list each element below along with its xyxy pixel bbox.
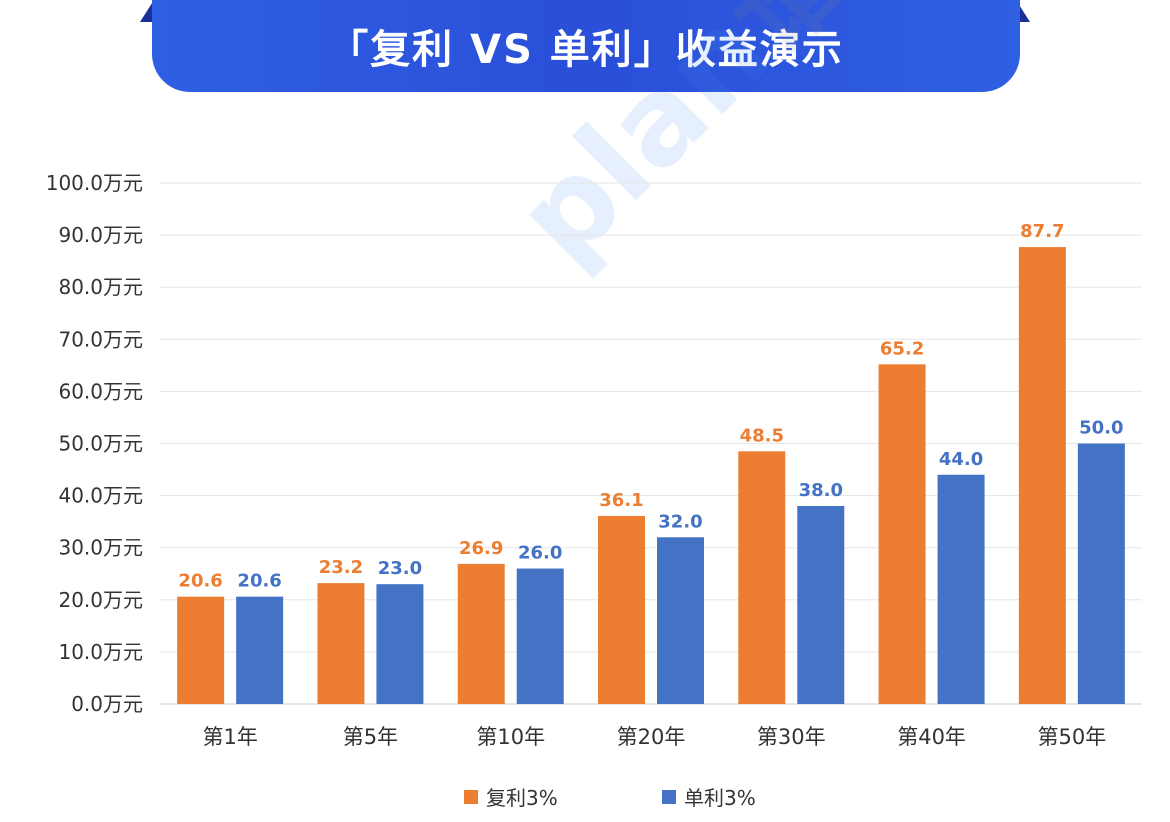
data-label-simple: 23.0 (378, 558, 422, 579)
legend-swatch-compound (464, 789, 478, 804)
data-label-compound: 26.9 (459, 538, 503, 559)
x-tick-label: 第5年 (343, 725, 398, 749)
y-tick-label: 30.0万元 (58, 536, 143, 560)
bar-compound (177, 596, 225, 704)
bar-compound (457, 563, 505, 704)
y-tick-label: 10.0万元 (58, 640, 143, 664)
y-tick-label: 60.0万元 (58, 379, 143, 403)
data-label-simple: 32.0 (658, 511, 702, 532)
x-tick-label: 第20年 (617, 725, 686, 749)
legend-item-simple: 单利3% (662, 782, 756, 811)
data-label-compound: 48.5 (740, 425, 784, 446)
bar-chart: 0.0万元 10.0万元 20.0万元 30.0万元 40.0万元 50.0万元 60.0万… (46, 171, 1142, 749)
data-label-compound: 20.6 (178, 571, 222, 592)
bar-compound (1018, 247, 1066, 704)
x-tick-label: 第30年 (757, 725, 826, 749)
x-tick-label: 第1年 (202, 725, 257, 749)
data-label-compound: 23.2 (319, 557, 363, 578)
banner-left-ear (140, 0, 154, 22)
y-tick-label: 90.0万元 (58, 223, 143, 247)
bar-simple (516, 568, 564, 704)
chart-title: 「复利 VS 单利」收益演示 (152, 0, 1020, 92)
bar-simple (937, 474, 985, 704)
bar-simple (797, 506, 845, 704)
bar-simple (236, 596, 284, 704)
legend-label-compound: 复利3% (486, 786, 558, 810)
data-label-simple: 26.0 (518, 543, 562, 564)
title-banner: 「复利 VS 单利」收益演示 (0, 0, 1170, 100)
data-label-simple: 20.6 (237, 571, 281, 592)
data-label-simple: 44.0 (939, 449, 983, 470)
y-tick-label: 70.0万元 (58, 327, 143, 351)
y-tick-label: 50.0万元 (58, 432, 143, 456)
y-tick-label: 0.0万元 (71, 692, 143, 716)
data-label-simple: 38.0 (799, 480, 843, 501)
x-tick-label: 第10年 (476, 725, 545, 749)
legend-item-compound: 复利3% (464, 782, 558, 811)
x-tick-label: 第40年 (897, 725, 966, 749)
bar-simple (657, 537, 704, 704)
data-label-compound: 65.2 (880, 338, 924, 359)
legend-label-simple: 单利3% (684, 786, 756, 810)
data-label-compound: 36.1 (599, 490, 643, 511)
bar-simple (1077, 443, 1125, 704)
data-label-simple: 50.0 (1079, 418, 1123, 439)
bar-compound (878, 364, 926, 704)
data-label-compound: 87.7 (1020, 221, 1064, 242)
bar-simple (376, 584, 424, 704)
legend-swatch-simple (662, 789, 676, 804)
legend: 复利3% 单利3% (0, 782, 1170, 812)
bar-compound (317, 583, 365, 704)
y-tick-label: 40.0万元 (58, 484, 143, 508)
y-tick-label: 80.0万元 (58, 275, 143, 299)
y-tick-label: 20.0万元 (58, 588, 143, 612)
bar-compound (598, 515, 645, 704)
x-tick-label: 第50年 (1037, 725, 1106, 749)
y-tick-label: 100.0万元 (46, 171, 143, 195)
bar-compound (738, 451, 786, 704)
